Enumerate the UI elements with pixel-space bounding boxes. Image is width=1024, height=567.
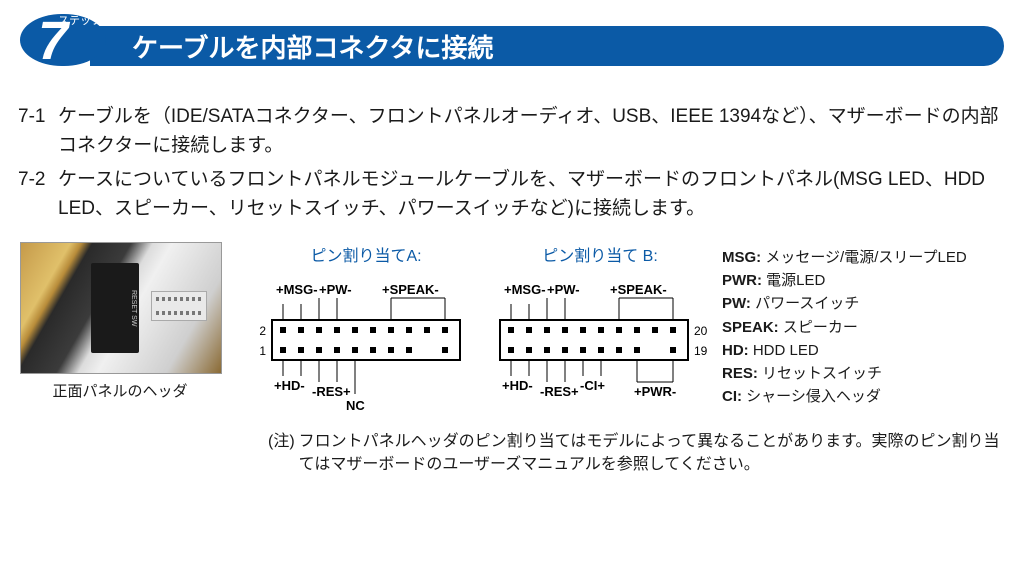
svg-text:NC: NC bbox=[346, 398, 365, 413]
svg-text:+PWR-: +PWR- bbox=[634, 384, 676, 399]
svg-text:-RES+: -RES+ bbox=[312, 384, 351, 399]
pinout-a-title: ピン割り当てA: bbox=[256, 242, 476, 266]
legend-item: SPEAK: スピーカー bbox=[722, 316, 967, 339]
pin-header-graphic bbox=[151, 291, 207, 321]
pinouts-container: ピン割り当てA: 2 1 bbox=[256, 242, 710, 420]
row-num: 20 bbox=[694, 324, 708, 338]
legend: MSG: メッセージ/電源/スリープLED PWR: 電源LED PW: パワー… bbox=[722, 246, 967, 409]
svg-text:+HD-: +HD- bbox=[274, 378, 305, 393]
pinout-a: ピン割り当てA: 2 1 bbox=[256, 242, 476, 420]
pinout-a-svg: 2 1 bbox=[256, 270, 476, 420]
item-number: 7-2 bbox=[18, 165, 58, 194]
front-panel-photo: RESET SW 正面パネルのヘッダ bbox=[20, 242, 220, 401]
item-text: ケースについているフロントパネルモジュールケーブルを、マザーボードのフロントパネ… bbox=[58, 165, 1000, 224]
footnote: (注) フロントパネルヘッダのピン割り当てはモデルによって異なることがあります。… bbox=[268, 430, 1000, 476]
svg-text:+MSG-: +MSG- bbox=[504, 282, 546, 297]
svg-text:+PW-: +PW- bbox=[319, 282, 352, 297]
item-text: ケーブルを（IDE/SATAコネクター、フロントパネルオーディオ、USB、IEE… bbox=[58, 102, 1000, 161]
svg-text:+MSG-: +MSG- bbox=[276, 282, 318, 297]
step-badge: ステップ 7 bbox=[20, 12, 110, 82]
pinout-b: ピン割り当て B: 20 19 bbox=[490, 242, 710, 420]
diagram-row: RESET SW 正面パネルのヘッダ ピン割り当てA: 2 1 bbox=[20, 242, 1010, 420]
item-number: 7-1 bbox=[18, 102, 58, 131]
svg-text:+HD-: +HD- bbox=[502, 378, 533, 393]
legend-item: HD: HDD LED bbox=[722, 339, 967, 362]
svg-text:-CI+: -CI+ bbox=[580, 378, 605, 393]
legend-item: CI: シャーシ侵入ヘッダ bbox=[722, 385, 967, 408]
row-num: 2 bbox=[259, 324, 266, 338]
list-item: 7-2 ケースについているフロントパネルモジュールケーブルを、マザーボードのフロ… bbox=[18, 165, 1000, 224]
note-text: フロントパネルヘッダのピン割り当てはモデルによって異なることがあります。実際のピ… bbox=[299, 430, 1000, 476]
list-item: 7-1 ケーブルを（IDE/SATAコネクター、フロントパネルオーディオ、USB… bbox=[18, 102, 1000, 161]
section-header: ステップ 7 ケーブルを内部コネクタに接続 bbox=[20, 12, 1004, 82]
chip-label: RESET SW bbox=[91, 263, 139, 353]
body-text: 7-1 ケーブルを（IDE/SATAコネクター、フロントパネルオーディオ、USB… bbox=[18, 102, 1000, 224]
header-bar: ケーブルを内部コネクタに接続 bbox=[90, 26, 1004, 66]
page-title: ケーブルを内部コネクタに接続 bbox=[132, 28, 493, 65]
legend-item: PW: パワースイッチ bbox=[722, 292, 967, 315]
pinout-b-svg: 20 19 bbox=[490, 270, 720, 420]
legend-item: RES: リセットスイッチ bbox=[722, 362, 967, 385]
row-num: 19 bbox=[694, 344, 708, 358]
note-label: (注) bbox=[268, 430, 295, 476]
svg-text:+SPEAK-: +SPEAK- bbox=[382, 282, 439, 297]
row-num: 1 bbox=[259, 344, 266, 358]
legend-item: MSG: メッセージ/電源/スリープLED bbox=[722, 246, 967, 269]
legend-item: PWR: 電源LED bbox=[722, 269, 967, 292]
svg-text:+SPEAK-: +SPEAK- bbox=[610, 282, 667, 297]
photo-caption: 正面パネルのヘッダ bbox=[20, 380, 220, 401]
svg-text:-RES+: -RES+ bbox=[540, 384, 579, 399]
photo-placeholder: RESET SW bbox=[20, 242, 222, 374]
svg-text:+PW-: +PW- bbox=[547, 282, 580, 297]
step-number: 7 bbox=[38, 14, 68, 68]
pinout-b-title: ピン割り当て B: bbox=[490, 242, 710, 266]
